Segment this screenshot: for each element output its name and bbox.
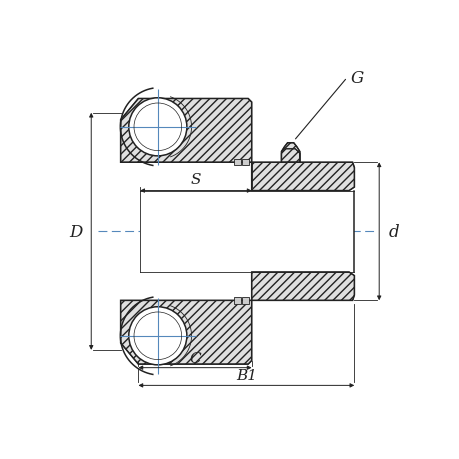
Bar xyxy=(140,191,353,273)
Text: D: D xyxy=(69,224,83,240)
Circle shape xyxy=(129,307,186,365)
Polygon shape xyxy=(251,163,353,191)
Text: S: S xyxy=(190,173,201,187)
Bar xyxy=(234,297,241,304)
Polygon shape xyxy=(251,273,353,301)
Bar xyxy=(241,297,249,304)
Text: G: G xyxy=(350,70,364,87)
Polygon shape xyxy=(120,99,251,163)
Circle shape xyxy=(129,99,186,157)
Polygon shape xyxy=(120,301,251,364)
Text: d: d xyxy=(388,224,398,240)
Text: B1: B1 xyxy=(235,369,256,383)
Polygon shape xyxy=(281,143,299,163)
Bar xyxy=(234,160,241,166)
Bar xyxy=(241,160,249,166)
Polygon shape xyxy=(281,150,299,163)
Text: C: C xyxy=(189,351,201,365)
